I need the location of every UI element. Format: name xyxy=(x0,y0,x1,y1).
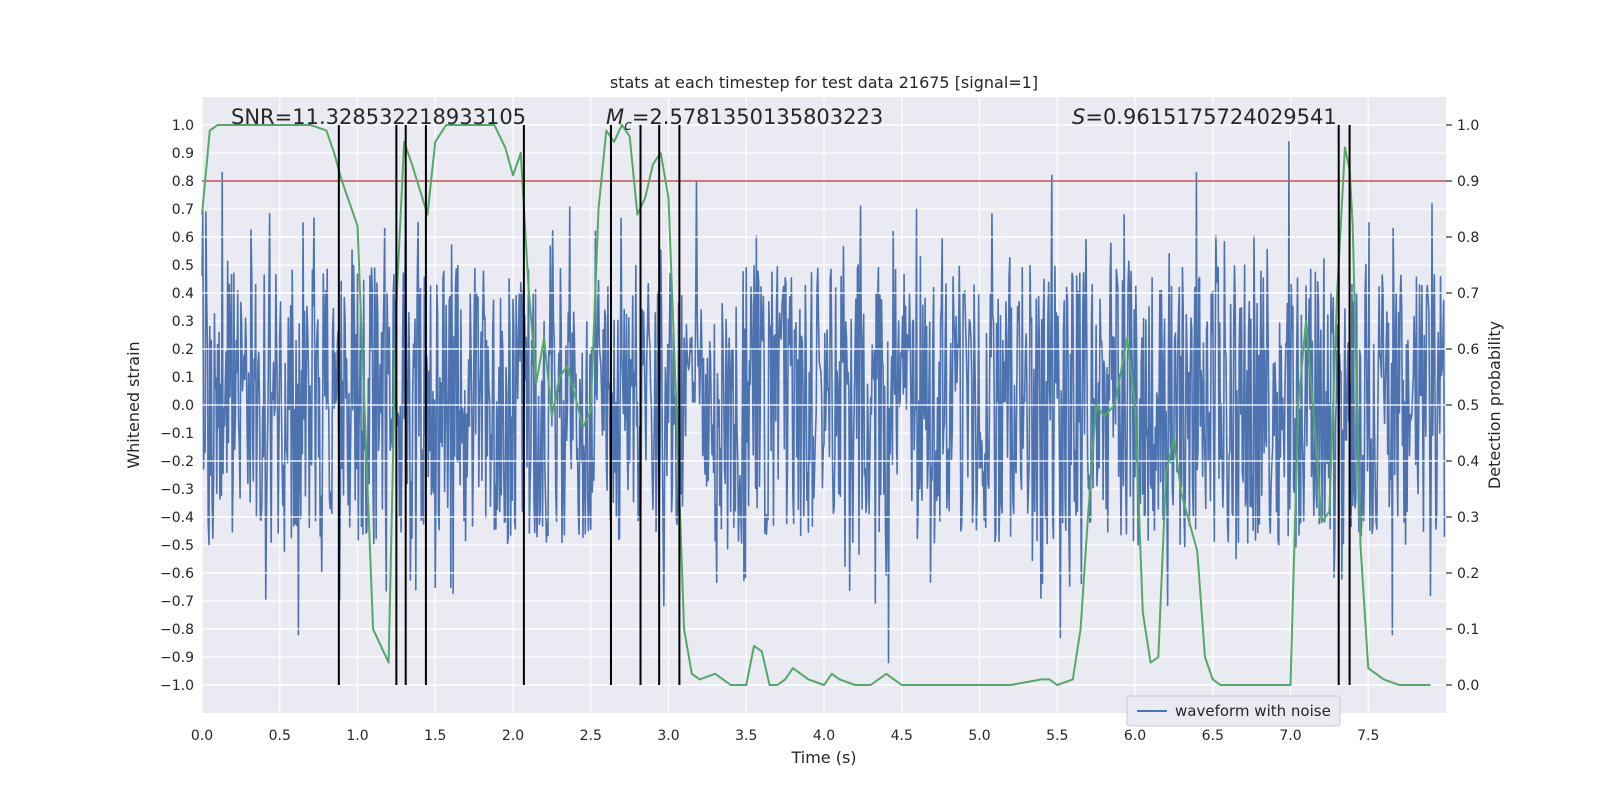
y-tick-label: 0.6 xyxy=(172,230,194,246)
y2-tick-label: 0.3 xyxy=(1457,510,1479,526)
x-ticks: 0.0 0.5 1.0 1.5 2.0 2.5 3.0 3.5 4.0 4.5 5.0 5.5 6.0 6… xyxy=(191,728,1380,744)
x-tick-label: 4.0 xyxy=(813,728,835,744)
y-tick-label: 1.0 xyxy=(172,118,194,134)
x-tick-label: 4.5 xyxy=(891,728,913,744)
x-tick-label: 7.5 xyxy=(1357,728,1379,744)
x-tick-label: 6.5 xyxy=(1202,728,1224,744)
s-value: =0.9615175724029541 xyxy=(1085,105,1336,129)
s-annotation: S=0.9615175724029541 xyxy=(1072,105,1337,129)
y-axis-label: Whitened strain xyxy=(124,341,143,468)
x-tick-label: 2.0 xyxy=(502,728,524,744)
s-symbol: S xyxy=(1072,105,1085,129)
x-tick-label: 0.0 xyxy=(191,728,213,744)
y-tick-label: −0.4 xyxy=(160,510,194,526)
y-tick-label: 0.1 xyxy=(172,370,194,386)
legend: waveform with noise xyxy=(1126,695,1341,727)
x-tick-label: 3.5 xyxy=(735,728,757,744)
y-tick-label: 0.0 xyxy=(172,398,194,414)
x-tick-label: 3.0 xyxy=(657,728,679,744)
chirp-mass-symbol: M xyxy=(606,105,624,129)
y-tick-label: −0.8 xyxy=(160,622,194,638)
y2-tick-label: 0.8 xyxy=(1457,230,1479,246)
y2-tick-label: 0.6 xyxy=(1457,342,1479,358)
y-tick-label: −0.2 xyxy=(160,454,194,470)
x-tick-label: 6.0 xyxy=(1124,728,1146,744)
y-tick-label: −0.6 xyxy=(160,566,194,582)
y-tick-label: −0.5 xyxy=(160,538,194,554)
y-tick-label: 0.9 xyxy=(172,146,194,162)
y-tick-label: 0.8 xyxy=(172,174,194,190)
waveform-series xyxy=(201,141,1446,664)
y2-axis-label: Detection probability xyxy=(1485,321,1504,489)
y2-tick-label: 0.7 xyxy=(1457,286,1479,302)
y-tick-label: −1.0 xyxy=(160,678,194,694)
x-tick-label: 1.5 xyxy=(424,728,446,744)
chirp-mass-value: =2.5781350135803223 xyxy=(632,105,883,129)
snr-annotation: SNR=11.328532218933105 xyxy=(231,105,526,129)
probability-line xyxy=(201,124,1431,686)
y2-tick-label: 1.0 xyxy=(1457,118,1479,134)
chart-title: stats at each timestep for test data 216… xyxy=(610,73,1038,92)
marker-lines xyxy=(337,125,1351,685)
y2-tick-label: 0.2 xyxy=(1457,566,1479,582)
y-tick-label: 0.3 xyxy=(172,314,194,330)
waveform-line xyxy=(201,141,1446,664)
x-tick-label: 2.5 xyxy=(580,728,602,744)
y-tick-label: 0.4 xyxy=(172,286,194,302)
y2-tick-label: 0.9 xyxy=(1457,174,1479,190)
y2-ticks: 0.0 0.1 0.2 0.3 0.4 0.5 0.6 0.7 0.8 0.9 1.0 xyxy=(1446,118,1479,694)
y-tick-label: −0.3 xyxy=(160,482,194,498)
y-tick-label: −0.9 xyxy=(160,650,194,666)
y-tick-label: −0.1 xyxy=(160,426,194,442)
legend-label-waveform: waveform with noise xyxy=(1175,702,1331,720)
y2-tick-label: 0.0 xyxy=(1457,678,1479,694)
x-tick-label: 0.5 xyxy=(269,728,291,744)
y2-tick-label: 0.4 xyxy=(1457,454,1479,470)
chirp-mass-subscript: c xyxy=(624,118,632,134)
y-tick-label: 0.5 xyxy=(172,258,194,274)
x-tick-label: 5.0 xyxy=(968,728,990,744)
x-axis-label: Time (s) xyxy=(790,748,856,767)
y-ticks: −1.0 −0.9 −0.8 −0.7 −0.6 −0.5 −0.4 −0.3 −0.2 −0.1… xyxy=(160,118,194,694)
y2-tick-label: 0.1 xyxy=(1457,622,1479,638)
y2-tick-label: 0.5 xyxy=(1457,398,1479,414)
probability-group xyxy=(201,124,1431,686)
chirp-mass-annotation: Mc=2.5781350135803223 xyxy=(606,105,883,134)
x-tick-label: 5.5 xyxy=(1046,728,1068,744)
y-tick-label: −0.7 xyxy=(160,594,194,610)
y-tick-label: 0.7 xyxy=(172,202,194,218)
x-tick-label: 7.0 xyxy=(1279,728,1301,744)
x-tick-label: 1.0 xyxy=(346,728,368,744)
y-tick-label: 0.2 xyxy=(172,342,194,358)
legend-box xyxy=(1126,695,1341,727)
